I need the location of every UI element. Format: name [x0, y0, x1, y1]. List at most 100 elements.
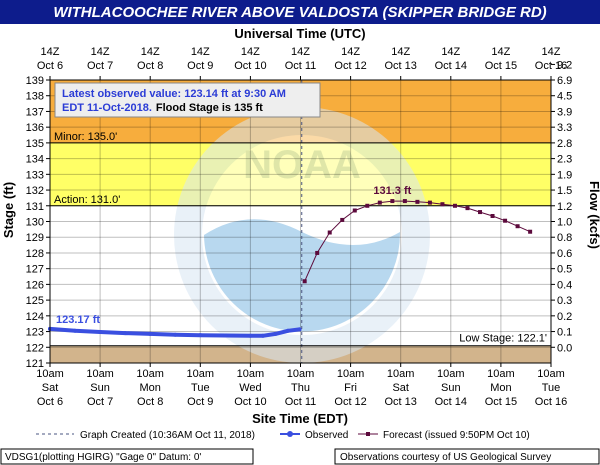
- y2-tick-label: 9.2: [557, 59, 572, 71]
- x-tick-label-date: Oct 7: [87, 396, 113, 408]
- y-tick-label: 134: [26, 154, 44, 166]
- forecast-point: [365, 203, 370, 208]
- legend-forecast-marker: [366, 432, 370, 436]
- x2-tick-label-time: 14Z: [141, 46, 160, 58]
- observed-value-label: 123.17 ft: [56, 314, 100, 326]
- forecast-point: [465, 206, 470, 211]
- forecast-point: [452, 203, 457, 208]
- forecast-point: [390, 199, 395, 204]
- x2-tick-label-date: Oct 9: [187, 60, 213, 72]
- x-tick-label-time: 10am: [136, 368, 164, 380]
- y-tick-label: 125: [26, 295, 44, 307]
- x-tick-label-day: Sat: [392, 382, 409, 394]
- y-tick-label: 127: [26, 264, 44, 276]
- y2-tick-label: 1.9: [557, 169, 572, 181]
- footer-left-text: VDSG1(plotting HGIRG) "Gage 0" Datum: 0': [5, 452, 201, 463]
- x-tick-label-date: Oct 10: [234, 396, 266, 408]
- y2-tick-label: 6.9: [557, 75, 572, 87]
- x2-tick-label-date: Oct 11: [285, 60, 317, 72]
- x-tick-label-time: 10am: [237, 368, 265, 380]
- legend-observed-marker: [287, 431, 293, 437]
- threshold-labels: Minor: 135.0' Action: 131.0' Low Stage: 12…: [50, 131, 551, 347]
- footer-right-text: Observations courtesy of US Geological S…: [340, 452, 551, 463]
- x2-tick-label-date: Oct 13: [384, 60, 416, 72]
- noaa-watermark: NOAA: [174, 107, 430, 363]
- y-tick-label: 137: [26, 106, 44, 118]
- y-tick-label: 133: [26, 169, 44, 181]
- x2-tick-label-time: 14Z: [91, 46, 110, 58]
- y-tick-label: 138: [26, 91, 44, 103]
- x-tick-label-day: Mon: [490, 382, 511, 394]
- x-tick-label-time: 10am: [487, 368, 515, 380]
- forecast-point: [427, 200, 432, 205]
- forecast-point: [327, 230, 332, 235]
- x-tick-label-date: Oct 16: [535, 396, 567, 408]
- x2-tick-label-time: 14Z: [391, 46, 410, 58]
- forecast-point: [402, 199, 407, 204]
- forecast-point: [352, 208, 357, 213]
- y-tick-label: 126: [26, 279, 44, 291]
- y2-tick-label: 4.5: [557, 91, 572, 103]
- x-tick-label-date: Oct 12: [334, 396, 366, 408]
- y2-tick-label: 3.3: [557, 122, 572, 134]
- threshold-label: Action: 131.0': [54, 194, 120, 206]
- x-tick-label-time: 10am: [387, 368, 415, 380]
- y-tick-label: 123: [26, 327, 44, 339]
- x-tick-label-day: Sun: [441, 382, 461, 394]
- info-line-2-date: EDT 11-Oct-2018.: [62, 102, 152, 114]
- x-tick-label-day: Sat: [42, 382, 59, 394]
- x-tick-label-day: Sun: [90, 382, 110, 394]
- y2-axis-title: Flow (kcfs): [587, 181, 600, 249]
- x2-tick-label-date: Oct 14: [435, 60, 467, 72]
- observed-point: [198, 333, 203, 338]
- forecast-point: [340, 217, 345, 222]
- x-tick-label-date: Oct 6: [37, 396, 63, 408]
- threshold-label: Minor: 135.0': [54, 131, 117, 143]
- observed-point: [285, 328, 290, 333]
- forecast-point: [377, 200, 382, 205]
- x2-tick-label-time: 14Z: [542, 46, 561, 58]
- x2-tick-label-time: 14Z: [41, 46, 60, 58]
- y2-tick-label: 1.5: [557, 185, 572, 197]
- x-tick-label-day: Tue: [191, 382, 210, 394]
- legend: Graph Created (10:36AM Oct 11, 2018) Obs…: [36, 430, 530, 441]
- x-tick-label-day: Wed: [239, 382, 261, 394]
- x-axis-ticks-bottom: 10am Sat Oct 6 10am Sun Oct 7 10am Mon Oct 8 10am…: [36, 363, 567, 408]
- observed-point: [98, 330, 103, 335]
- x-tick-label-time: 10am: [337, 368, 365, 380]
- y-axis-title: Stage (ft): [1, 182, 16, 238]
- forecast-point: [415, 199, 420, 204]
- observed-point: [148, 331, 153, 336]
- y-tick-label: 135: [26, 138, 44, 150]
- observed-point: [297, 327, 302, 332]
- observed-point: [173, 332, 178, 337]
- bottom-axis-title: Site Time (EDT): [252, 411, 348, 426]
- footer-left-box: [0, 448, 254, 465]
- y-axis-ticks: 121 122 123 124 125 126 127 128 129 130 131 132 133 1…: [26, 75, 50, 370]
- y2-tick-label: 0.1: [557, 327, 572, 339]
- y2-tick-label: 2.3: [557, 154, 572, 166]
- observed-point: [260, 333, 265, 338]
- legend-observed-label: Observed: [305, 430, 348, 441]
- forecast-point: [515, 224, 520, 229]
- y-tick-label: 124: [26, 311, 44, 323]
- observed-point: [223, 333, 228, 338]
- observed-point: [248, 333, 253, 338]
- chart-title: WITHLACOOCHEE RIVER ABOVE VALDOSTA (SKIP…: [53, 4, 546, 21]
- y-tick-label: 128: [26, 248, 44, 260]
- top-axis-title: Universal Time (UTC): [234, 26, 365, 41]
- y2-tick-label: 1.0: [557, 217, 572, 229]
- forecast-point: [503, 218, 508, 223]
- x-tick-label-time: 10am: [187, 368, 215, 380]
- y-tick-label: 132: [26, 185, 44, 197]
- x-tick-label-time: 10am: [437, 368, 465, 380]
- x2-tick-label-time: 14Z: [241, 46, 260, 58]
- observed-point: [273, 331, 278, 336]
- y2-tick-label: 0.2: [557, 311, 572, 323]
- x-tick-label-day: Tue: [542, 382, 561, 394]
- title-bar: [0, 0, 600, 24]
- forecast-point: [315, 250, 320, 255]
- x2-tick-label-date: Oct 7: [87, 60, 113, 72]
- x-tick-label-day: Thu: [291, 382, 310, 394]
- footer-right-box: [334, 448, 600, 465]
